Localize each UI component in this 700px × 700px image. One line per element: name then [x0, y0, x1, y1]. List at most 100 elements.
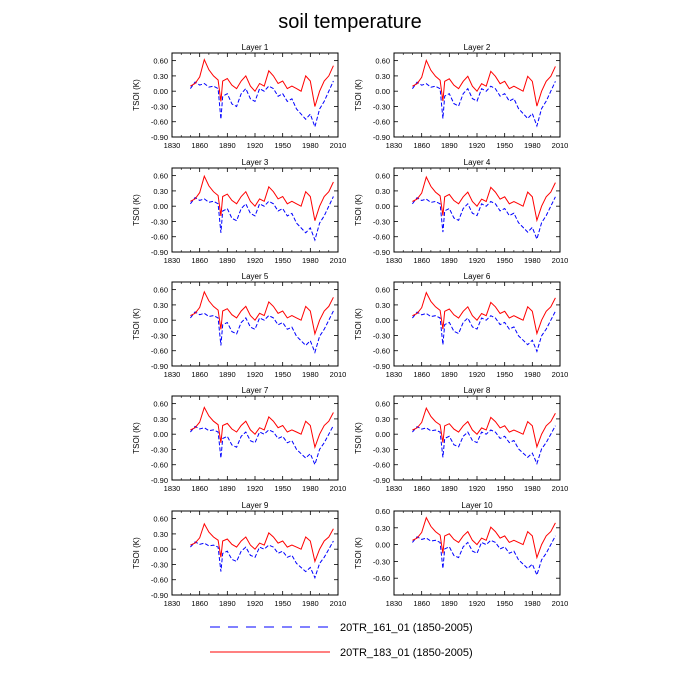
x-tick-label: 1860 [191, 256, 208, 265]
x-tick-label: 1950 [274, 484, 291, 493]
y-axis-label: TSOI (K) [132, 537, 141, 569]
x-tick-label: 1950 [496, 370, 513, 379]
y-tick-label: -0.60 [151, 118, 168, 127]
figure-title: soil temperature [278, 11, 421, 33]
panels: Layer 1 TSOI (K) 1830 1860 1890 1920 1950 1980 2… [132, 43, 568, 608]
x-tick-label: 2010 [330, 256, 347, 265]
y-tick-label: -0.90 [151, 591, 168, 600]
x-tick-label: 1890 [441, 141, 458, 150]
x-tick-label: 1860 [191, 484, 208, 493]
x-tick-label: 1860 [191, 599, 208, 608]
y-axis-label: TSOI (K) [354, 308, 363, 340]
panel-title: Layer 4 [464, 158, 491, 167]
x-tick-label: 1920 [469, 141, 486, 150]
y-tick-label: -0.60 [151, 576, 168, 585]
y-tick-label: 0.30 [153, 72, 168, 81]
y-tick-label: -0.60 [151, 233, 168, 242]
x-tick-label: 1950 [496, 256, 513, 265]
panel-title: Layer 2 [464, 43, 491, 52]
x-tick-label: 1830 [386, 484, 403, 493]
panel-title: Layer 7 [242, 386, 269, 395]
x-tick-label: 1980 [302, 370, 319, 379]
x-tick-label: 1920 [469, 256, 486, 265]
plot-frame [393, 510, 561, 596]
panel-title: Layer 9 [242, 501, 269, 510]
y-tick-label: -0.30 [373, 102, 390, 111]
y-tick-label: 0.60 [375, 172, 390, 181]
y-axis-label: TSOI (K) [132, 79, 141, 111]
x-tick-label: 1890 [219, 599, 236, 608]
series-line-20tr-183-01 [190, 174, 334, 221]
x-tick-label: 1890 [219, 141, 236, 150]
y-tick-label: 0.00 [375, 87, 390, 96]
y-tick-label: 0.00 [153, 202, 168, 211]
y-tick-label: -0.30 [151, 560, 168, 569]
x-tick-label: 1920 [247, 484, 264, 493]
x-tick-label: 1980 [524, 141, 541, 150]
y-tick-label: 0.00 [375, 430, 390, 439]
y-tick-label: 0.30 [375, 524, 390, 533]
x-tick-label: 1980 [524, 484, 541, 493]
y-tick-label: -0.30 [373, 557, 390, 566]
panel-10: Layer 10 TSOI (K) 1830 1860 1890 1920 1950 1980… [354, 501, 568, 608]
series-line-20tr-161-01 [190, 310, 334, 354]
x-tick-label: 1890 [219, 256, 236, 265]
x-tick-label: 1890 [441, 599, 458, 608]
y-tick-label: 0.30 [375, 301, 390, 310]
x-tick-label: 2010 [552, 256, 569, 265]
x-tick-label: 1950 [274, 256, 291, 265]
x-tick-label: 1980 [302, 141, 319, 150]
y-tick-label: 0.00 [375, 202, 390, 211]
x-tick-label: 1920 [469, 370, 486, 379]
x-tick-label: 1980 [302, 599, 319, 608]
y-tick-label: 0.00 [375, 316, 390, 325]
y-axis-label: TSOI (K) [132, 194, 141, 226]
y-axis-label: TSOI (K) [132, 422, 141, 454]
panel-9: Layer 9 TSOI (K) 1830 1860 1890 1920 1950 1980 2… [132, 501, 346, 608]
y-tick-label: 0.60 [375, 507, 390, 516]
series-line-20tr-161-01 [412, 311, 556, 353]
x-tick-label: 1920 [247, 599, 264, 608]
y-axis-label: TSOI (K) [354, 79, 363, 111]
y-tick-label: 0.60 [153, 57, 168, 66]
y-tick-label: -0.90 [151, 133, 168, 142]
legend-label-series-a: 20TR_161_01 (1850-2005) [340, 622, 473, 634]
panel-3: Layer 3 TSOI (K) 1830 1860 1890 1920 1950 1980 2… [132, 158, 346, 265]
y-tick-label: 0.30 [375, 187, 390, 196]
panel-title: Layer 3 [242, 158, 269, 167]
y-tick-label: -0.90 [373, 133, 390, 142]
y-tick-label: 0.30 [375, 415, 390, 424]
series-line-20tr-161-01 [190, 540, 334, 580]
x-tick-label: 2010 [330, 599, 347, 608]
y-tick-label: -0.60 [151, 461, 168, 470]
x-tick-label: 1890 [219, 484, 236, 493]
x-tick-label: 1830 [164, 599, 181, 608]
x-tick-label: 1920 [247, 141, 264, 150]
x-tick-label: 1920 [469, 484, 486, 493]
y-axis-label: TSOI (K) [354, 537, 363, 569]
y-tick-label: 0.30 [153, 530, 168, 539]
x-tick-label: 1830 [164, 484, 181, 493]
y-tick-label: -0.30 [151, 445, 168, 454]
x-tick-label: 1830 [164, 256, 181, 265]
x-tick-label: 1950 [274, 370, 291, 379]
x-tick-label: 1890 [441, 484, 458, 493]
panel-title: Layer 6 [464, 272, 491, 281]
y-tick-label: 0.60 [153, 286, 168, 295]
series-line-20tr-183-01 [190, 58, 334, 107]
x-tick-label: 1830 [386, 599, 403, 608]
series-line-20tr-161-01 [412, 425, 556, 466]
panel-5: Layer 5 TSOI (K) 1830 1860 1890 1920 1950 1980 2… [132, 272, 346, 379]
x-tick-label: 1860 [413, 256, 430, 265]
series-line-20tr-183-01 [412, 175, 556, 223]
x-tick-label: 1980 [524, 370, 541, 379]
x-tick-label: 1830 [386, 256, 403, 265]
y-tick-label: -0.30 [373, 217, 390, 226]
panel-title: Layer 8 [464, 386, 491, 395]
y-tick-label: -0.90 [151, 248, 168, 257]
y-tick-label: -0.60 [373, 118, 390, 127]
y-tick-label: -0.30 [373, 331, 390, 340]
x-tick-label: 1980 [302, 256, 319, 265]
y-axis-label: TSOI (K) [132, 308, 141, 340]
